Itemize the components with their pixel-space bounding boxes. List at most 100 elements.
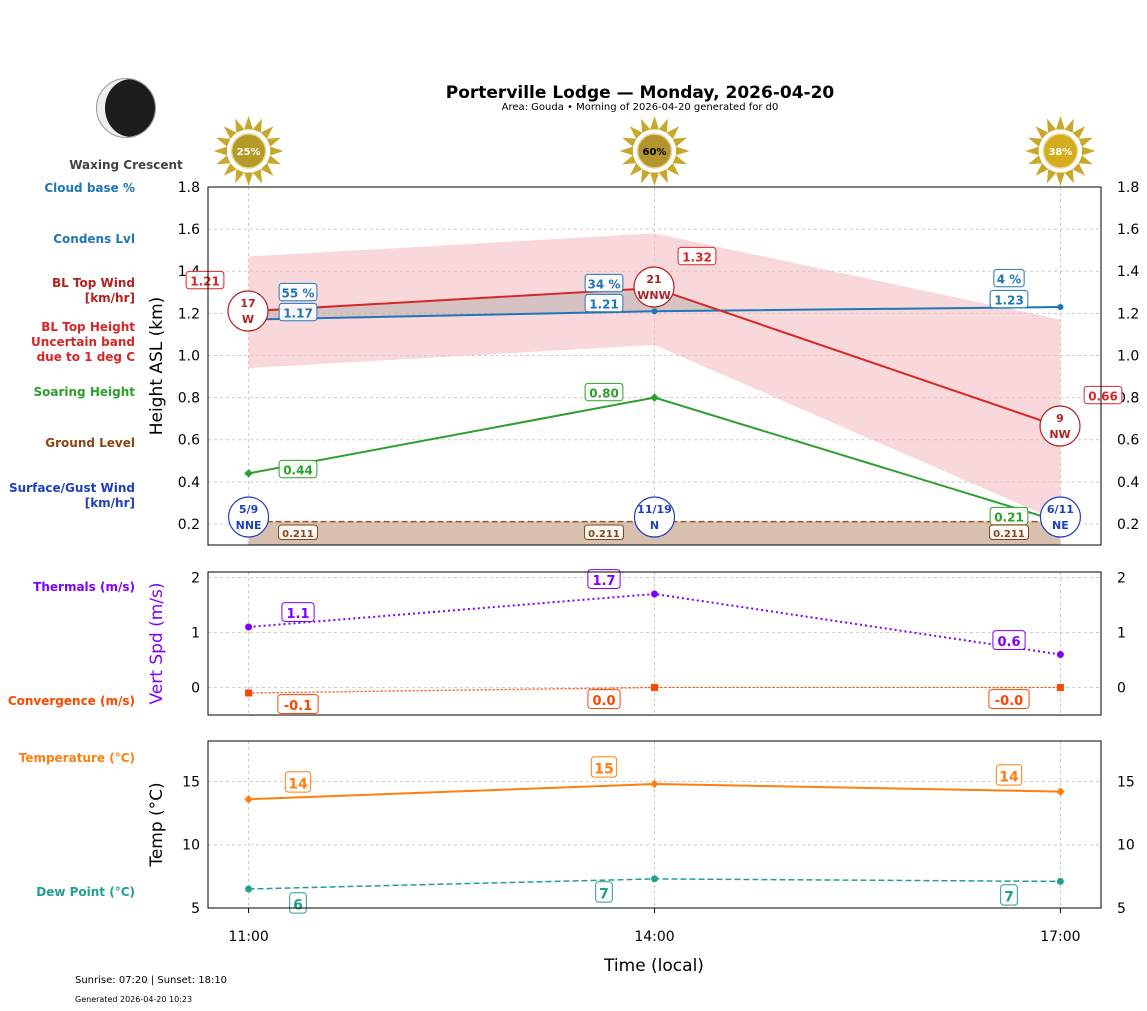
sun-icon — [213, 116, 284, 186]
y-tick-label: 0.2 — [178, 517, 200, 533]
wind-barb-circle — [1039, 496, 1082, 538]
temperature-label-box — [590, 756, 618, 778]
soaring-label-box — [278, 459, 318, 479]
sun-ray — [672, 137, 687, 147]
legend-label: Ground Level — [45, 436, 135, 450]
temperature-label-box — [995, 764, 1023, 786]
sun-ray — [666, 163, 680, 176]
legend-label: Dew Point (°C) — [36, 885, 135, 899]
plot-frame — [207, 186, 1102, 546]
sun-ray — [1064, 169, 1074, 184]
wind-direction: WNW — [637, 289, 670, 302]
bl-top-label-box — [1083, 385, 1123, 405]
thermals-label-box — [281, 602, 315, 622]
sun-ray — [223, 126, 237, 139]
legend-label: BL Top Wind [km/hr] — [51, 276, 135, 305]
wind-speed: 9 — [1056, 412, 1064, 425]
y-tick-label-right: 1.4 — [1117, 264, 1139, 280]
dewpoint-point — [651, 875, 658, 883]
sun-ray — [252, 169, 262, 184]
legend-label: Surface/Gust Wind [km/hr] — [9, 481, 135, 510]
condens-label-box — [584, 293, 624, 313]
sun-times: Sunrise: 07:20 | Sunset: 18:10 — [75, 975, 228, 986]
thermals-line — [248, 592, 1061, 656]
legend-label: Cloud base % — [44, 181, 135, 195]
sun-ray — [676, 146, 690, 156]
sun-ray — [619, 146, 633, 156]
condens-point — [651, 308, 658, 315]
moon-icon — [96, 78, 156, 138]
y-axis-label: Height ASL (km) — [147, 297, 167, 436]
thermals-label-box — [992, 630, 1026, 650]
plot-frame — [207, 740, 1102, 909]
sun-ray — [244, 172, 253, 186]
temperature-point — [1056, 787, 1065, 796]
thermals-label: 1.1 — [286, 607, 309, 622]
ground-label: 0.211 — [588, 529, 620, 540]
convergence-point — [651, 684, 658, 691]
sun-ray — [1035, 163, 1049, 176]
x-tick-label: 11:00 — [228, 929, 268, 945]
cloud-base-pct-label-box — [993, 268, 1025, 288]
sun-ray — [1028, 137, 1043, 147]
wind-barb-circle — [1039, 405, 1081, 447]
sun-ray — [658, 169, 668, 184]
sun-ray — [266, 155, 281, 165]
x-axis-label: Time (local) — [603, 956, 704, 976]
wind-direction: W — [242, 313, 254, 326]
bl-top-label: 0.66 — [1088, 390, 1118, 404]
convergence-label-box — [587, 689, 621, 709]
dewpoint-point — [1056, 877, 1064, 885]
convergence-label: -0.0 — [995, 694, 1023, 709]
y-tick-label: 1.6 — [178, 222, 200, 238]
bl-top-label-box — [677, 246, 717, 266]
legend-label: BL Top Height Uncertain band due to 1 de… — [31, 320, 135, 364]
sun-ray — [1028, 155, 1043, 165]
convergence-point — [1056, 684, 1064, 691]
sun-ray — [658, 118, 668, 133]
sun-ray — [216, 137, 231, 147]
y-tick-label-right: 1.6 — [1117, 222, 1139, 238]
convergence-point — [245, 689, 253, 697]
page-title: Porterville Lodge — Monday, 2026-04-20 — [445, 83, 835, 103]
cloud-base-pct-label: 34 % — [588, 278, 621, 292]
legend-label: Convergence (m/s) — [7, 694, 135, 708]
sun-ray — [622, 137, 637, 147]
y-tick-label: 0 — [191, 681, 200, 697]
sun-ray — [622, 155, 637, 165]
sun-ray — [260, 126, 274, 139]
sun-ray — [672, 155, 687, 165]
wind-speed: 11/19 — [637, 503, 672, 516]
thermals-point — [651, 590, 658, 598]
wind-direction: N — [650, 519, 659, 532]
plot-frame — [207, 571, 1102, 716]
convergence-label-box — [277, 694, 319, 714]
y-tick-label-right: 0.8 — [1117, 391, 1139, 407]
sun-ray — [641, 118, 651, 133]
sun-ray — [216, 155, 231, 165]
wind-speed: 6/11 — [1047, 503, 1074, 516]
wind-speed: 5/9 — [239, 503, 258, 516]
soaring-point — [244, 469, 253, 478]
y-tick-label: 0.4 — [178, 475, 200, 491]
sun-ray — [223, 163, 237, 176]
condens-label-box — [278, 302, 318, 322]
legend-label: Thermals (m/s) — [33, 580, 135, 594]
wind-barb-circle — [633, 266, 675, 308]
y-tick-label-right: 1 — [1117, 626, 1126, 642]
dewpoint-label-box — [1000, 884, 1018, 906]
y-tick-label-right: 0 — [1117, 681, 1126, 697]
y-tick-label: 1.0 — [178, 348, 200, 364]
sun-percent: 38% — [1048, 147, 1072, 158]
soaring-label-box — [584, 382, 624, 402]
sun-disc — [230, 133, 267, 169]
temperature-label: 14 — [288, 776, 308, 792]
convergence-label-box — [988, 689, 1030, 709]
wind-direction: NNE — [236, 519, 262, 532]
sun-ray — [1025, 146, 1039, 156]
y-tick-label: 2 — [191, 571, 200, 587]
cloud-base-pct-label-box — [278, 282, 318, 302]
y-tick-label: 1 — [191, 626, 200, 642]
ground-label-box — [278, 524, 318, 540]
